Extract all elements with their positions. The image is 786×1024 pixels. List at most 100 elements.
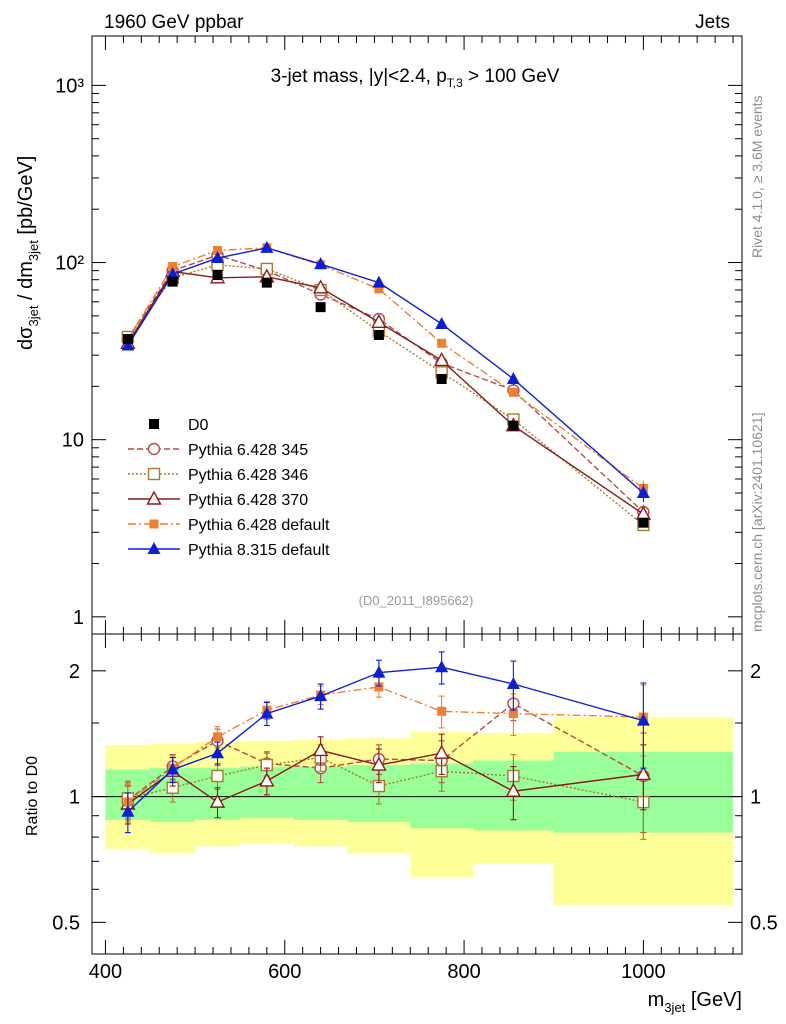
legend-entry: Pythia 6.428 default — [128, 517, 330, 534]
ratio-point — [312, 741, 329, 757]
ratio-point — [636, 713, 650, 726]
legend-label: D0 — [188, 417, 209, 434]
ratio-point — [374, 682, 384, 692]
data-point — [261, 277, 272, 288]
main-y-tick-label: 10³ — [55, 75, 84, 97]
main-y-axis-label: dσ3jet / dm3jet [pb/GeV] — [15, 156, 41, 350]
legend-marker — [147, 542, 161, 554]
ratio-point — [260, 706, 274, 719]
ratio-point — [209, 793, 226, 808]
x-tick-label: 800 — [447, 961, 480, 983]
ratio-panel-series — [120, 651, 652, 840]
series-point — [213, 245, 223, 255]
main-y-tick-label: 10² — [55, 253, 84, 275]
ratio-panel-frame — [91, 633, 743, 955]
legend-entry: Pythia 8.315 default — [128, 542, 330, 559]
x-axis-ticks: 400 600 800 1000 — [89, 36, 734, 983]
ratio-point — [121, 804, 135, 817]
ratio-y-axis-label: Ratio to D0 — [24, 756, 41, 836]
main-y-tick-label: 1 — [73, 607, 84, 629]
data-point — [436, 374, 447, 385]
plot-title: 3-jet mass, |y|<2.4, pT,3 > 100 GeV — [271, 66, 560, 90]
ratio-point — [166, 762, 180, 775]
series-point — [371, 313, 387, 328]
ratio-y-tick-label-left: 0.5 — [52, 912, 80, 934]
series-line — [127, 264, 644, 526]
data-point — [373, 329, 384, 340]
series-point — [508, 387, 518, 397]
ratio-point — [437, 706, 447, 716]
series-point — [260, 240, 274, 253]
legend-label: Pythia 8.315 default — [188, 542, 330, 559]
ratio-line — [127, 686, 644, 803]
series-point — [506, 372, 520, 385]
ratio-y-tick-label-right: 0.5 — [750, 912, 778, 934]
ratio-point — [314, 689, 328, 702]
series-line — [127, 247, 644, 490]
ratio-point — [508, 709, 518, 719]
ratio-point — [259, 772, 275, 787]
ratio-y-axis-ticks: 0.5 0.5 1 1 2 2 — [52, 661, 778, 935]
data-point — [508, 420, 519, 431]
legend-marker — [147, 467, 161, 481]
ratio-point — [211, 769, 224, 783]
data-point — [167, 276, 178, 287]
legend-label: Pythia 6.428 370 — [188, 492, 308, 509]
series-point — [168, 261, 178, 271]
legend-label: Pythia 6.428 345 — [188, 442, 308, 459]
series-point — [211, 251, 225, 264]
main-y-tick-label: 10 — [62, 430, 84, 452]
ratio-y-tick-label-right: 2 — [750, 661, 761, 683]
ratio-point — [635, 765, 652, 781]
legend-entry: Pythia 6.428 370 — [128, 490, 308, 509]
main-panel-series — [120, 240, 652, 532]
legend-marker — [147, 442, 161, 456]
legend-marker — [149, 519, 159, 529]
series-point — [314, 257, 328, 270]
data-point — [315, 302, 326, 313]
x-axis-label: m3jet [GeV] — [648, 989, 742, 1015]
x-tick-label: 1000 — [621, 961, 666, 983]
x-tick-label: 600 — [268, 961, 301, 983]
series-point — [433, 351, 450, 367]
legend-label: Pythia 6.428 default — [188, 517, 330, 534]
series-ratio — [121, 651, 650, 834]
ratio-y-tick-label-right: 1 — [750, 787, 761, 809]
legend-label: Pythia 6.428 346 — [188, 467, 308, 484]
ratio-panel-bands — [105, 717, 734, 906]
series-point — [166, 267, 180, 280]
series-point — [312, 279, 329, 294]
data-point — [212, 270, 223, 281]
data-point — [122, 334, 133, 345]
reference-id: (D0_2011_I895662) — [359, 593, 474, 608]
series-point — [121, 338, 135, 351]
ratio-y-tick-label-left: 2 — [69, 661, 80, 683]
ratio-point — [506, 676, 520, 689]
series-point — [636, 486, 650, 499]
header-left: 1960 GeV ppbar — [104, 12, 244, 33]
legend: D0 Pythia 6.428 345 Pythia 6.428 346 Pythia… — [128, 417, 330, 559]
legend-marker — [146, 490, 162, 505]
ratio-y-tick-label-left: 1 — [69, 787, 80, 809]
series-main — [121, 240, 650, 502]
series-data-d0 — [122, 270, 649, 528]
ratio-point — [505, 782, 522, 797]
side-label-mcplots: mcplots.cern.ch [arXiv:2401.10621] — [749, 413, 765, 632]
legend-marker — [149, 419, 159, 429]
series-point — [435, 316, 449, 329]
series-point — [372, 275, 386, 288]
ratio-point — [433, 744, 450, 759]
series-main — [121, 258, 650, 532]
x-tick-label: 400 — [89, 961, 122, 983]
legend-entry: D0 — [149, 417, 209, 434]
legend-entry: Pythia 6.428 345 — [128, 442, 308, 459]
main-y-axis-ticks: 1 10 10² 10³ — [55, 75, 742, 629]
header-right: Jets — [695, 12, 730, 33]
side-label-rivet: Rivet 4.1.0, ≥ 3.6M events — [749, 95, 765, 258]
ratio-point — [372, 665, 386, 678]
data-point — [638, 517, 649, 528]
series-point — [437, 338, 447, 348]
ratio-point — [211, 746, 225, 759]
ratio-point — [213, 732, 223, 742]
